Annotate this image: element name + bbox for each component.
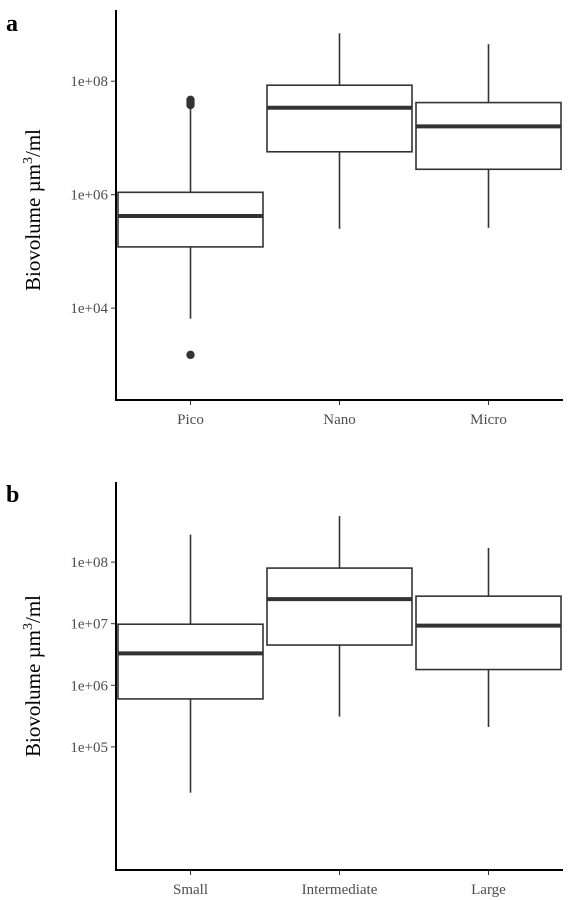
- box-small-b: [117, 534, 264, 793]
- box-pico-a: [117, 95, 264, 360]
- iqr-box: [266, 84, 413, 153]
- x-tick-label: Nano: [323, 412, 356, 428]
- x-tick-label: Pico: [177, 412, 204, 428]
- y-tick-label: 1e+07: [70, 617, 108, 633]
- box-micro-a: [415, 44, 562, 228]
- boxplots-b: [117, 516, 562, 793]
- panel-a: a Biovolume µm3/ml 1e+04 1e+06 1e+08 Pico N…: [6, 10, 563, 428]
- boxplots-a: [117, 33, 562, 360]
- y-axis-title-a: Biovolume µm3/ml: [21, 129, 45, 291]
- iqr-box: [415, 101, 562, 171]
- box-intermediate-b: [266, 516, 413, 717]
- y-axis-ticks-b: 1e+05 1e+06 1e+07 1e+08: [70, 555, 116, 756]
- x-tick-label: Small: [173, 882, 208, 898]
- y-tick-label: 1e+06: [70, 678, 108, 694]
- y-tick-label: 1e+05: [70, 740, 108, 756]
- iqr-box: [117, 191, 264, 248]
- panel-label-b: b: [6, 482, 19, 508]
- panel-label-a: a: [6, 11, 18, 37]
- x-tick-label: Large: [471, 882, 506, 898]
- x-tick-label: Intermediate: [302, 882, 378, 898]
- box-large-b: [415, 547, 562, 728]
- box-nano-a: [266, 33, 413, 229]
- panel-b: b Biovolume µm3/ml 1e+051e+061e+071e+08 …: [6, 482, 563, 898]
- y-tick-label: 1e+06: [70, 188, 108, 204]
- x-tick-label: Micro: [470, 412, 507, 428]
- y-tick-label: 1e+08: [70, 555, 108, 571]
- outlier-point: [186, 350, 195, 360]
- x-axis-ticks-a: Pico Nano Micro: [177, 400, 507, 428]
- y-axis-title-b: Biovolume µm3/ml: [21, 595, 45, 757]
- iqr-box: [266, 567, 413, 646]
- y-tick-label: 1e+04: [70, 301, 108, 317]
- iqr-box: [415, 595, 562, 671]
- y-tick-label: 1e+08: [70, 74, 108, 90]
- y-axis-ticks-a: 1e+04 1e+06 1e+08: [70, 74, 116, 317]
- outlier-point: [186, 95, 195, 105]
- x-axis-ticks-b: Small Intermediate Large: [173, 870, 506, 898]
- iqr-box: [117, 623, 264, 700]
